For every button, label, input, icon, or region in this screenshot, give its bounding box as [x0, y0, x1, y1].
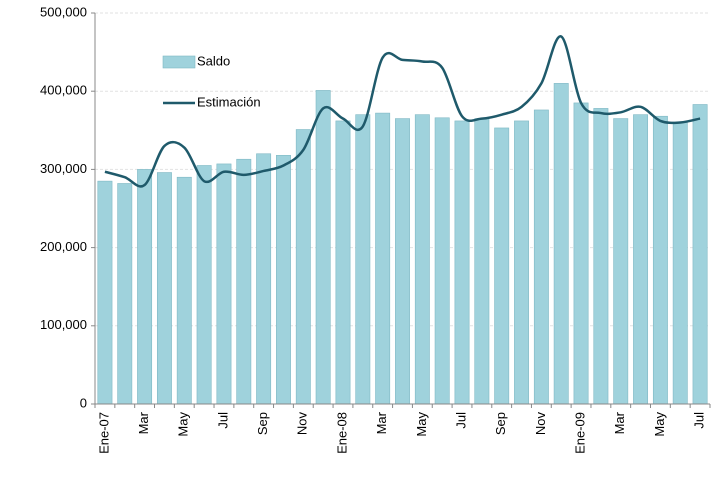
x-tick-label: May	[176, 412, 191, 437]
bar	[355, 114, 371, 405]
y-tick-label: 0	[80, 395, 87, 410]
bar	[414, 114, 430, 405]
y-tick-label: 200,000	[40, 239, 87, 254]
bar	[434, 117, 450, 405]
bar	[454, 120, 470, 405]
bar	[633, 114, 649, 405]
bar	[216, 163, 232, 405]
legend-label: Saldo	[197, 53, 230, 68]
x-tick-label: Sep	[493, 412, 508, 435]
bar	[315, 90, 331, 405]
bar	[156, 172, 172, 405]
y-tick-label: 400,000	[40, 83, 87, 98]
bar	[474, 118, 490, 405]
x-tick-label: Ene-09	[572, 412, 587, 454]
bar	[613, 118, 629, 405]
bar	[97, 180, 113, 405]
x-tick-label: Jul	[215, 412, 230, 429]
bar	[692, 104, 708, 405]
legend-swatch	[162, 55, 196, 69]
legend-label: Estimación	[197, 94, 261, 109]
bar	[593, 108, 609, 405]
bar	[652, 115, 668, 405]
bar	[514, 120, 529, 405]
x-tick-label: Ene-08	[334, 412, 349, 454]
bar	[276, 155, 291, 405]
bar	[494, 127, 510, 405]
bar	[295, 129, 311, 405]
x-tick-label: Jul	[453, 412, 468, 429]
x-tick-label: Mar	[136, 411, 151, 434]
bar	[335, 120, 351, 405]
x-tick-label: May	[652, 412, 667, 437]
y-tick-label: 500,000	[40, 4, 87, 19]
bar	[533, 109, 549, 405]
bar	[137, 169, 153, 405]
x-tick-label: Nov	[533, 412, 548, 436]
x-tick-label: Mar	[374, 411, 389, 434]
bar	[236, 158, 252, 405]
bar	[672, 122, 688, 405]
bar	[256, 153, 272, 405]
x-tick-label: May	[414, 412, 429, 437]
bar	[553, 83, 569, 405]
x-tick-label: Ene-07	[96, 412, 111, 454]
x-tick-label: Nov	[295, 412, 310, 436]
bar	[375, 112, 391, 405]
x-tick-label: Jul	[692, 412, 707, 429]
x-tick-label: Mar	[612, 411, 627, 434]
bar	[395, 118, 410, 405]
line	[104, 35, 701, 188]
bar	[573, 102, 589, 405]
bar	[176, 176, 192, 405]
y-tick-label: 300,000	[40, 161, 87, 176]
y-tick-label: 100,000	[40, 317, 87, 332]
bar	[196, 165, 212, 405]
x-tick-label: Sep	[255, 412, 270, 435]
bar	[117, 183, 133, 405]
